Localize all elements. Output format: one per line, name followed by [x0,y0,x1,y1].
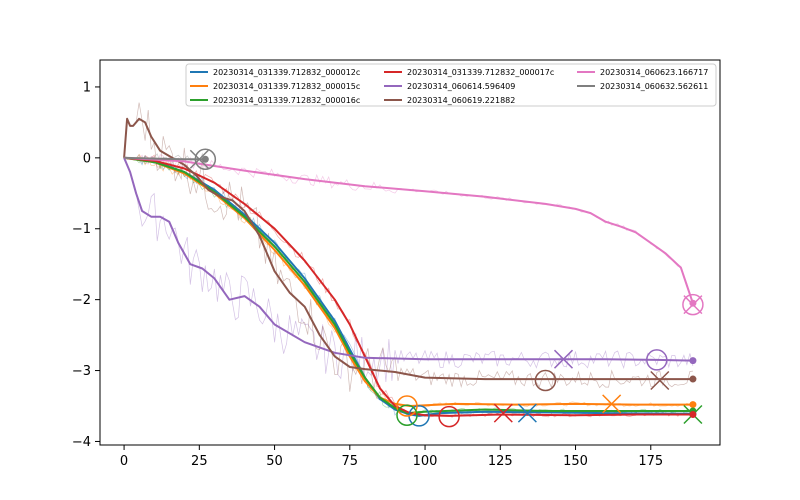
series-line-4 [123,157,693,362]
legend-label-1: 20230314_031339.712832_000015c [213,82,360,91]
x-tick-label-4: 100 [413,454,438,469]
legend-label-7: 20230314_060632.562611 [600,82,708,91]
series-end-point-6 [689,299,697,307]
plot-frame [99,59,721,446]
series-end-point-5 [689,375,697,383]
y-tick-label-2: −1 [72,222,91,237]
x-tick-label-2: 50 [266,454,283,469]
legend-label-0: 20230314_031339.712832_000012c [213,68,360,77]
series-line-2 [123,156,693,415]
y-tick-label-3: −2 [72,293,91,308]
series-x-marker-3 [493,403,513,423]
y-tick-label-4: −3 [72,364,91,379]
series-end-point-7 [201,155,209,163]
series-line-3 [124,156,693,417]
series-end-point-4 [689,357,697,365]
series-end-point-1 [689,401,697,409]
series-line-5 [123,117,693,381]
series-markers [189,148,704,428]
series-circle-marker-7 [194,148,217,171]
legend: 20230314_031339.712832_000012c 20230314_0… [185,63,717,107]
series-x-marker-5 [650,370,670,391]
x-tick-label-5: 125 [488,454,513,469]
series-x-marker-6 [683,295,703,315]
legend-label-4: 20230314_060614.596409 [407,82,515,91]
series-circle-marker-5 [534,369,557,392]
legend-label-2: 20230314_031339.712832_000016c [213,96,360,105]
x-tick-label-7: 175 [638,454,663,469]
series-end-point-3 [689,411,697,419]
series-x-marker-1 [602,394,622,414]
series-x-marker-0 [517,403,537,423]
legend-label-3: 20230314_031339.712832_000017c [407,68,554,77]
raw-trace-5 [123,102,693,392]
legend-label-5: 20230314_060619.221882 [407,96,515,105]
x-tick-label-3: 75 [342,454,359,469]
series-circle-marker-2 [396,404,418,426]
x-tick-label-6: 150 [563,454,588,469]
y-tick-label-1: 0 [83,151,91,166]
x-tick-label-0: 0 [120,454,128,469]
legend-box [185,63,717,107]
y-tick-label-0: 1 [83,80,91,95]
series-circle-marker-4 [646,349,668,371]
y-axis: 1 0 −1 −2 −3 −4 [72,80,100,450]
x-axis: 0 25 50 75 100 125 150 175 [120,445,663,469]
series-line-6 [124,156,694,304]
y-tick-label-5: −4 [72,435,91,450]
series-lines [123,117,694,417]
series-circle-marker-1 [396,395,418,417]
x-tick-label-1: 25 [191,454,208,469]
legend-label-6: 20230314_060623.166717 [600,68,708,77]
raw-trace-4 [123,157,694,383]
series-circle-marker-3 [438,405,460,428]
series-circle-marker-6 [682,293,704,316]
series-x-marker-4 [553,349,574,369]
series-x-marker-7 [189,149,209,169]
